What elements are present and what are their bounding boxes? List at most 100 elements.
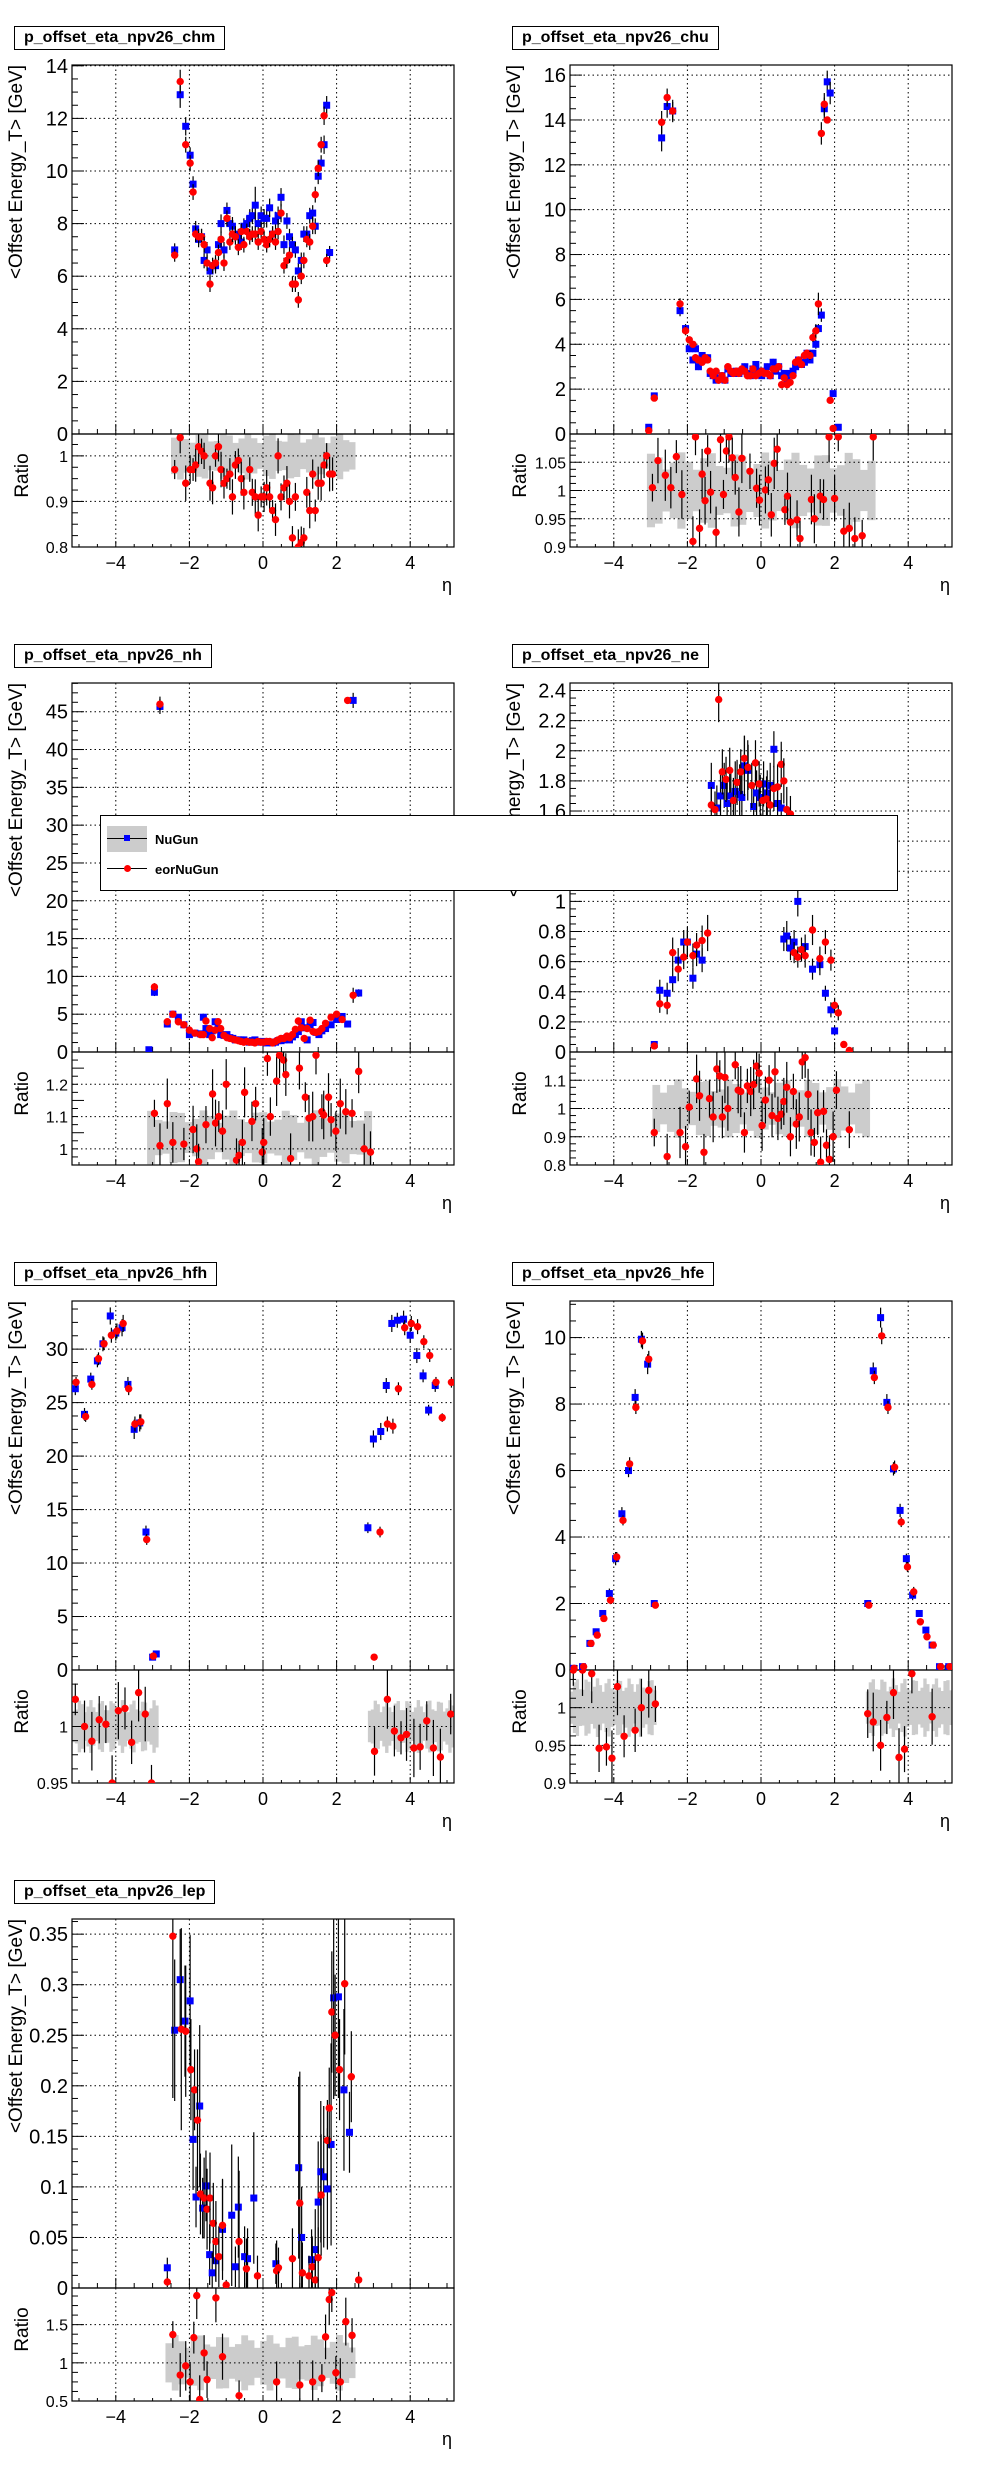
data-point-nugun	[756, 793, 764, 801]
ratio-band-bin	[442, 1711, 446, 1742]
ratio-point	[819, 495, 828, 504]
series-group	[145, 692, 363, 1052]
y-tick-label: 0	[57, 2278, 68, 2300]
ratio-band-bin	[448, 1700, 452, 1753]
ratio-band-bin	[293, 434, 301, 477]
data-point-nugun	[206, 1031, 214, 1039]
ratio-band-bin	[722, 467, 732, 514]
ratio-point	[845, 1125, 854, 1134]
data-point-eornugun	[797, 360, 806, 369]
data-point-nugun	[369, 1435, 377, 1443]
data-point-nugun	[145, 1046, 153, 1052]
y-tick-label: 0	[555, 1042, 566, 1064]
ratio-point	[908, 1670, 916, 1678]
y-tick-label: 20	[46, 891, 68, 913]
data-point-eornugun	[327, 1013, 335, 1021]
ratio-band-bin	[299, 442, 307, 470]
ratio-band-bin	[256, 442, 264, 469]
ratio-point	[681, 1142, 690, 1151]
y-tick-label: 30	[46, 1339, 68, 1361]
ratio-tick-label: 0.95	[37, 1776, 68, 1793]
data-point-eornugun	[840, 1040, 848, 1049]
ratio-band-bin	[146, 1711, 151, 1742]
ratio-point	[332, 2369, 340, 2377]
ratio-point	[95, 1716, 103, 1724]
ratio-band-bin	[199, 1110, 208, 1165]
ratio-point	[328, 470, 337, 478]
data-point-eornugun	[197, 233, 206, 241]
ratio-band-bin	[342, 2342, 350, 2383]
data-point-eornugun	[88, 1380, 96, 1389]
plot-title: p_offset_eta_npv26_hfe	[512, 1262, 715, 1286]
x-axis-label: η	[940, 575, 950, 595]
data-point-eornugun	[169, 1932, 177, 1940]
ratio-point	[883, 1713, 891, 1722]
ratio-point	[645, 1686, 653, 1695]
x-tick-label: −2	[179, 1789, 200, 1809]
ratio-point	[755, 1069, 763, 1077]
series-group	[570, 1307, 952, 1670]
data-point-eornugun	[645, 426, 653, 434]
ratio-point	[141, 1710, 149, 1718]
data-point-eornugun	[600, 1614, 608, 1623]
data-point-nugun	[327, 2140, 335, 2148]
ratio-point	[254, 511, 262, 519]
data-point-eornugun	[797, 945, 806, 954]
ratio-point	[830, 494, 839, 503]
data-point-nugun	[731, 787, 739, 795]
ratio-point	[311, 506, 319, 515]
ratio-point	[402, 1730, 411, 1739]
ratio-point	[761, 486, 770, 494]
data-point-eornugun	[199, 1030, 208, 1039]
data-point-nugun	[317, 159, 325, 167]
ratio-point	[722, 447, 731, 455]
data-point-nugun	[631, 1393, 639, 1401]
ratio-point	[654, 456, 662, 465]
data-point-nugun	[254, 220, 262, 228]
ratio-point	[217, 465, 225, 474]
data-point-eornugun	[650, 1042, 658, 1050]
data-point-eornugun	[203, 2205, 211, 2213]
ratio-point	[840, 527, 848, 535]
ratio-band-bin	[364, 1111, 373, 1164]
data-point-nugun	[800, 358, 808, 366]
ratio-point	[251, 1099, 260, 1108]
x-tick-label: −2	[179, 553, 200, 573]
ratio-band-bin	[584, 1679, 588, 1736]
ratio-band-bin	[109, 1701, 113, 1752]
data-point-nugun	[720, 781, 728, 789]
data-point-eornugun	[81, 1412, 90, 1421]
ratio-point	[755, 496, 764, 504]
ratio-band-bin	[250, 438, 258, 474]
y-tick-label: 16	[544, 65, 566, 87]
ratio-point	[80, 1722, 89, 1731]
ratio-point	[728, 454, 736, 462]
ratio-point	[804, 1090, 812, 1099]
x-tick-label: 2	[332, 2407, 342, 2427]
data-point-nugun	[234, 2203, 242, 2211]
ratio-tick-label: 1	[59, 449, 68, 466]
ratio-points	[170, 434, 337, 547]
x-tick-label: 2	[830, 1171, 840, 1191]
data-point-nugun	[231, 2263, 239, 2271]
ratio-band-bin	[847, 1092, 856, 1125]
series-group	[170, 69, 334, 308]
data-point-eornugun	[291, 1025, 300, 1034]
data-point-eornugun	[400, 1324, 409, 1332]
data-point-eornugun	[189, 188, 197, 196]
ratio-point	[114, 1706, 123, 1715]
ratio-point	[300, 534, 308, 542]
data-point-eornugun	[226, 238, 234, 246]
y-tick-label: 0.4	[538, 982, 566, 1004]
data-point-eornugun	[740, 754, 749, 763]
ratio-point	[263, 1054, 272, 1063]
ratio-tick-label: 1.2	[46, 1077, 68, 1094]
ratio-tick-label: 0.5	[46, 2394, 68, 2411]
ratio-point	[271, 515, 280, 524]
y-tick-label: 4	[555, 1527, 566, 1549]
data-point-eornugun	[762, 795, 771, 803]
ratio-band-bin	[621, 1690, 626, 1725]
plot-panel: 0 2 4 6 8 10 0.9 0.95 1 −4 −2 0 2 4 <Offset Energy_T> …	[498, 1236, 996, 1854]
data-point-eornugun	[143, 1535, 151, 1544]
ratio-band-bin	[877, 1689, 881, 1726]
